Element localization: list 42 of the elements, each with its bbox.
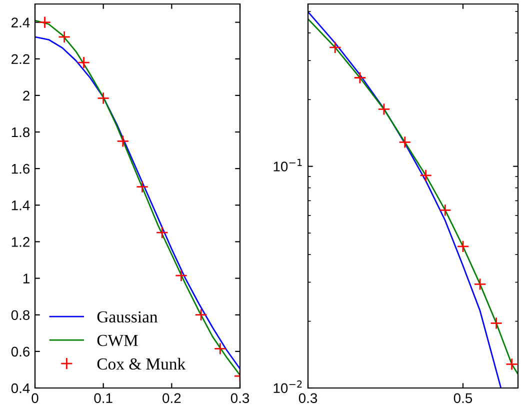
point	[438, 204, 452, 216]
x-tick-label: 0.1	[94, 393, 112, 404]
y-tick-label: 1	[23, 274, 30, 284]
point	[194, 308, 208, 322]
point	[97, 92, 110, 104]
y-tick-label: 10$^{−2}$	[274, 380, 302, 394]
point	[328, 41, 342, 54]
y-tick-label: 1.6	[12, 164, 30, 174]
point	[116, 134, 130, 148]
legend-label: Gaussian	[97, 311, 158, 323]
y-tick-label: 0.4	[11, 383, 30, 394]
x-tick-label: 0.3	[298, 393, 318, 404]
x-tick-label: 0.5	[454, 393, 472, 404]
y-tick-label: 0.8	[11, 310, 30, 320]
point	[398, 136, 412, 148]
point	[354, 72, 366, 84]
y-tick-label: 2.2	[12, 54, 30, 64]
y-tick-label: 2.4	[12, 18, 30, 28]
point	[38, 16, 52, 29]
point	[136, 180, 149, 194]
point	[174, 269, 188, 282]
y-tick-label: 0.6	[11, 346, 30, 357]
point	[214, 342, 226, 355]
point	[506, 358, 518, 370]
y-tick-label: 1.4	[12, 200, 30, 210]
point	[420, 169, 432, 182]
y-tick-label: 1.8	[12, 127, 30, 138]
point	[78, 56, 90, 69]
point	[490, 316, 503, 330]
y-tick-label: 1.2	[12, 237, 30, 247]
legend-label: Cox & Munk	[97, 358, 186, 370]
legend-label: CWM	[97, 334, 138, 346]
x-tick-label: 0.2	[162, 393, 181, 404]
point	[378, 102, 390, 116]
x-tick-label: 0	[32, 393, 38, 404]
point	[156, 226, 168, 239]
y-tick-label: 10$^{−1}$	[274, 158, 302, 172]
x-tick-label: 0.3	[230, 393, 250, 404]
point	[456, 240, 470, 253]
point	[474, 278, 486, 290]
point	[58, 30, 71, 44]
y-tick-label: 2	[23, 90, 30, 100]
